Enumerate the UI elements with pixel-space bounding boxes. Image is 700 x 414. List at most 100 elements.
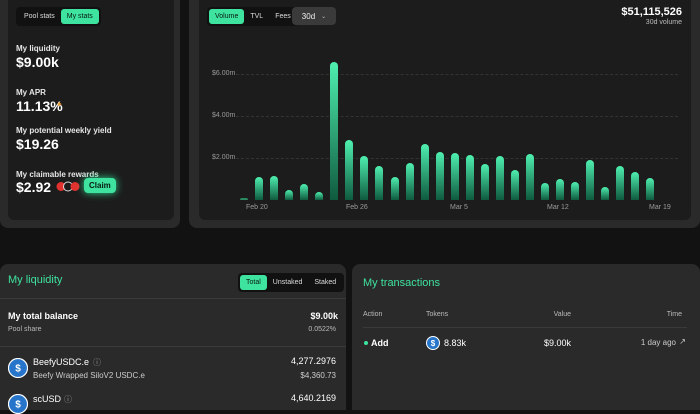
my-apr-label: My APR (16, 88, 46, 97)
volume-bar[interactable] (300, 184, 309, 200)
period-select-value: 30d (301, 11, 316, 21)
chart-metric-toggle: Volume TVL Fees (207, 7, 299, 26)
volume-bar[interactable] (315, 191, 324, 200)
my-apr-value: 11.13% (16, 98, 63, 114)
transactions-title: My transactions (363, 277, 441, 289)
x-tick-label: Mar 19 (649, 204, 671, 211)
volume-bar[interactable] (510, 169, 519, 200)
tab-unstaked[interactable]: Unstaked (272, 279, 303, 286)
volume-bar[interactable] (420, 144, 429, 200)
tab-pool-stats[interactable]: Pool stats (24, 13, 55, 20)
tab-fees[interactable]: Fees (275, 13, 291, 20)
tx-action: Add (371, 338, 389, 348)
reward-tokens-icon (56, 181, 80, 192)
svg-text:$: $ (15, 400, 21, 411)
scusd-token-icon: $ (8, 394, 28, 414)
svg-text:$: $ (431, 339, 436, 348)
volume-bar[interactable] (480, 164, 489, 200)
volume-bar[interactable] (270, 175, 279, 200)
divider (0, 346, 346, 347)
volume-bar[interactable] (646, 177, 655, 200)
divider (363, 327, 687, 328)
volume-bar[interactable] (616, 166, 625, 200)
volume-card (199, 0, 691, 220)
token2-name: scUSD (33, 394, 62, 404)
chevron-down-icon: ⌄ (321, 13, 327, 20)
add-dot-icon (364, 341, 368, 345)
pool-share-label: Pool share (8, 326, 42, 333)
volume-bar[interactable] (571, 182, 580, 200)
y-tick-label: $6.00m (212, 70, 236, 78)
volume-bar[interactable] (375, 166, 384, 200)
grid-line (236, 116, 678, 118)
svg-text:$: $ (15, 364, 21, 375)
volume-bar[interactable] (330, 61, 339, 200)
volume-bar[interactable] (601, 187, 610, 200)
volume-bar[interactable] (586, 160, 595, 200)
my-liquidity-label: My liquidity (16, 44, 60, 53)
claim-button[interactable]: Claim (84, 178, 116, 193)
tab-my-stats[interactable]: My stats (60, 9, 99, 24)
my-liquidity-value: $9.00k (16, 54, 59, 70)
volume-bar[interactable] (541, 183, 549, 200)
sparkle-icon[interactable]: ✦ (56, 100, 63, 109)
volume-bar[interactable] (390, 176, 399, 200)
volume-caption: 30d volume (645, 19, 682, 26)
external-link-icon[interactable]: ↗ (679, 337, 686, 346)
volume-bar[interactable] (525, 153, 534, 200)
x-tick-label: Mar 12 (547, 204, 569, 211)
token2-amount: 4,640.2169 (290, 393, 336, 403)
volume-bar[interactable] (450, 152, 459, 200)
volume-bar[interactable] (405, 163, 414, 200)
info-icon[interactable]: ⓘ (93, 358, 101, 367)
tx-time: 1 day ago (640, 338, 676, 347)
token1-usd-value: $4,360.73 (300, 371, 336, 380)
volume-bar[interactable] (360, 155, 369, 200)
tab-staked[interactable]: Staked (314, 279, 337, 286)
volume-bar[interactable] (465, 154, 474, 200)
claimable-rewards-value: $2.92 (16, 179, 52, 195)
tab-total[interactable]: Total (240, 275, 267, 290)
volume-bar[interactable] (495, 155, 504, 200)
token-icon: $ (426, 336, 440, 350)
token1-amount: 4,277.2976 (290, 356, 336, 366)
y-tick-label: $2.00m (212, 154, 236, 162)
token1-description: Beefy Wrapped SiloV2 USDC.e (33, 371, 145, 380)
tab-volume[interactable]: Volume (209, 9, 245, 24)
tx-tokens: 8.83k (444, 338, 467, 348)
divider (0, 298, 346, 299)
period-select[interactable]: 30d ⌄ (292, 7, 336, 25)
weekly-yield-value: $19.26 (16, 136, 59, 152)
transactions-panel (352, 264, 700, 410)
tx-value: $9.00k (543, 338, 571, 348)
x-tick-label: Mar 5 (450, 204, 468, 211)
claimable-rewards-label: My claimable rewards (16, 170, 99, 179)
volume-bar[interactable] (255, 176, 264, 200)
volume-bar[interactable] (240, 197, 248, 200)
volume-bar[interactable] (556, 179, 565, 200)
weekly-yield-label: My potential weekly yield (16, 126, 112, 135)
col-tokens: Tokens (426, 311, 449, 318)
pool-share-value: 0.0522% (308, 326, 336, 333)
liquidity-title: My liquidity (8, 274, 63, 286)
tab-tvl[interactable]: TVL (250, 13, 264, 20)
beefyusdc-token-icon: $ (8, 358, 28, 378)
volume-bar[interactable] (345, 140, 354, 200)
volume-total: $51,115,526 (621, 6, 682, 18)
volume-bar[interactable] (631, 171, 640, 200)
col-action: Action (363, 311, 383, 318)
x-tick-label: Feb 26 (346, 204, 368, 211)
total-balance-label: My total balance (8, 311, 79, 321)
volume-bar[interactable] (285, 189, 294, 200)
col-time: Time (666, 311, 682, 318)
y-tick-label: $4.00m (212, 112, 236, 120)
info-icon[interactable]: ⓘ (64, 395, 72, 404)
x-tick-label: Feb 20 (246, 204, 268, 211)
grid-line (236, 74, 678, 76)
volume-bar[interactable] (435, 151, 444, 200)
pool-stats-toggle: Pool stats My stats (16, 7, 101, 26)
col-value: Value (553, 311, 571, 318)
total-balance-value: $9.00k (310, 311, 338, 321)
token1-name: BeefyUSDC.e (33, 357, 90, 367)
liquidity-filter-toggle: Total Unstaked Staked (238, 273, 345, 292)
